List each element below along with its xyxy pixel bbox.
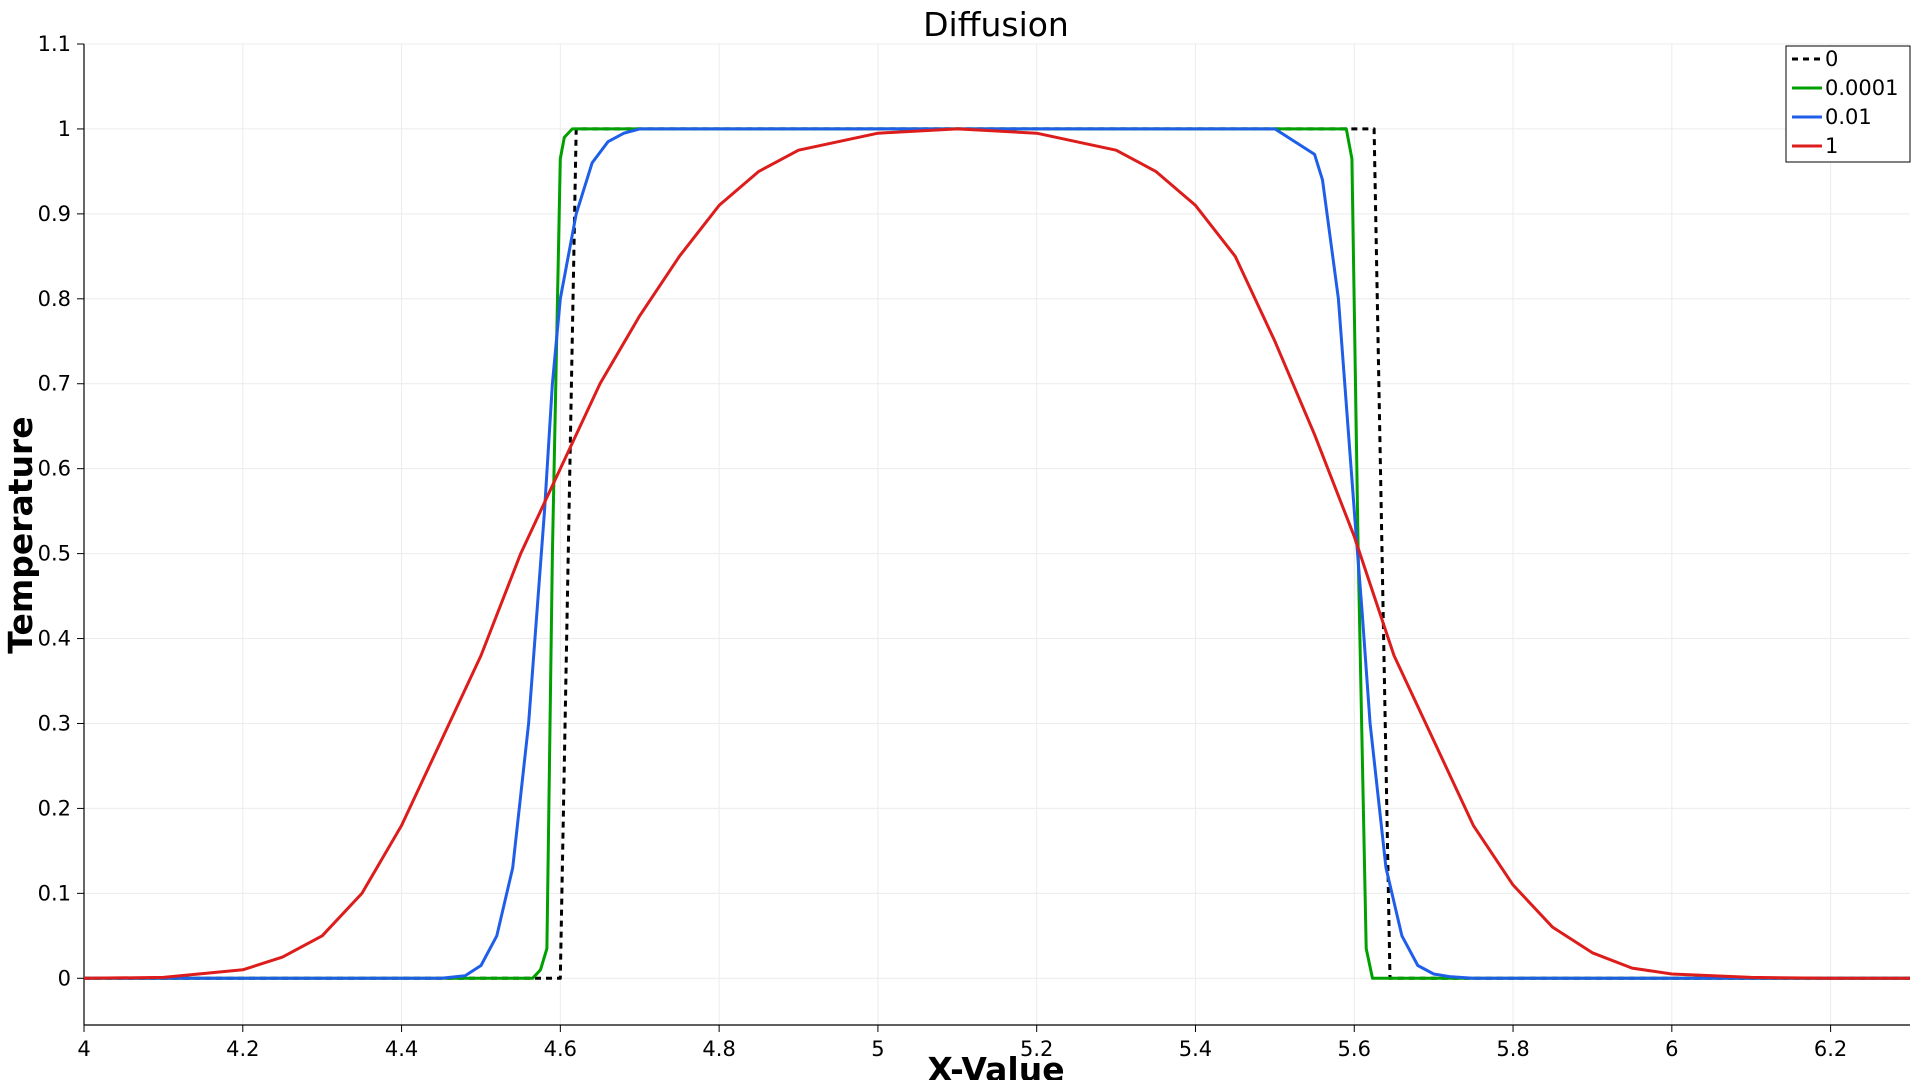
y-tick-label: 0.3	[38, 711, 71, 735]
series-line-3	[83, 127, 1910, 980]
y-tick-label: 0.8	[38, 287, 71, 311]
y-tick-label: 0.2	[38, 796, 71, 820]
series-lines	[83, 127, 1910, 980]
x-tick-label: 6	[1665, 1037, 1678, 1061]
x-tick-label: 5.6	[1338, 1037, 1371, 1061]
y-tick-label: 0.5	[38, 542, 71, 566]
x-tick-label: 5	[871, 1037, 884, 1061]
x-axis-title: X-Value	[927, 1050, 1064, 1080]
x-tick-label: 5.8	[1496, 1037, 1529, 1061]
series-line-1	[84, 127, 1910, 980]
x-tick-label: 4.6	[544, 1037, 577, 1061]
chart-title: Diffusion	[923, 5, 1069, 44]
x-tick-label: 4.8	[702, 1037, 735, 1061]
legend-label: 0	[1825, 47, 1838, 71]
y-tick-label: 0.7	[38, 372, 71, 396]
y-axis-title: Temperature	[1, 416, 40, 653]
y-tick-label: 1	[58, 117, 71, 141]
x-tick-label: 4	[77, 1037, 90, 1061]
x-tick-label: 5.2	[1020, 1037, 1053, 1061]
x-tick-label: 5.4	[1179, 1037, 1212, 1061]
legend-label: 1	[1825, 134, 1838, 158]
axes	[83, 44, 1910, 1026]
grid	[83, 43, 1910, 1025]
y-ticks: 0 0.1 0.2 0.3 0.4 0.5 0.6 0.7 0.8 0.9 1 1.1	[38, 32, 84, 990]
y-tick-label: 0.4	[38, 627, 71, 651]
y-tick-label: 0.1	[38, 881, 71, 905]
y-tick-label: 1.1	[38, 32, 71, 56]
legend-label: 0.0001	[1825, 76, 1898, 100]
x-tick-label: 4.2	[226, 1037, 259, 1061]
legend: 0 0.0001 0.01 1	[1785, 45, 1911, 163]
x-tick-label: 4.4	[385, 1037, 418, 1061]
y-tick-label: 0	[58, 966, 71, 990]
x-ticks: 4 4.2 4.4 4.6 4.8 5 5.2 5.4 5.6 5.8 6 6.2	[77, 1025, 1847, 1061]
x-tick-label: 6.2	[1814, 1037, 1847, 1061]
legend-box	[1785, 45, 1911, 163]
y-tick-label: 0.6	[38, 457, 71, 481]
y-tick-label: 0.9	[38, 202, 71, 226]
legend-label: 0.01	[1825, 105, 1872, 129]
series-line-2	[84, 127, 1910, 980]
